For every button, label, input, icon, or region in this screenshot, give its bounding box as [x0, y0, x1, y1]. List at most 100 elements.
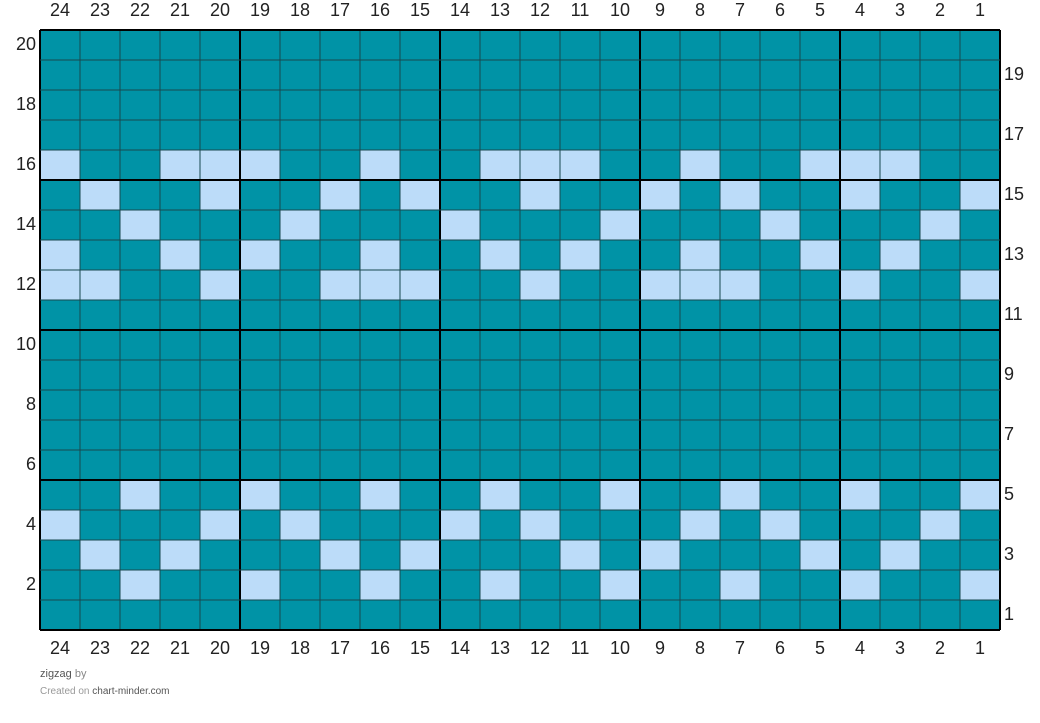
top-col-label: 12 — [530, 0, 550, 20]
cell-r17-c15 — [400, 120, 440, 150]
cell-r18-c21 — [160, 90, 200, 120]
right-row-label: 17 — [1004, 124, 1024, 144]
cell-r10-c20 — [200, 330, 240, 360]
cell-r20-c14 — [440, 30, 480, 60]
cell-r5-c22 — [120, 480, 160, 510]
cell-r19-c9 — [640, 60, 680, 90]
cell-r11-c2 — [920, 300, 960, 330]
cell-r9-c1 — [960, 360, 1000, 390]
cell-r9-c8 — [680, 360, 720, 390]
cell-r20-c4 — [840, 30, 880, 60]
cell-r17-c24 — [40, 120, 80, 150]
cell-r14-c24 — [40, 210, 80, 240]
cell-r3-c24 — [40, 540, 80, 570]
cell-r6-c13 — [480, 450, 520, 480]
cell-r19-c19 — [240, 60, 280, 90]
cell-r1-c9 — [640, 600, 680, 630]
cell-r10-c8 — [680, 330, 720, 360]
cell-r8-c23 — [80, 390, 120, 420]
left-row-label: 16 — [16, 154, 36, 174]
cell-r19-c4 — [840, 60, 880, 90]
cell-r12-c9 — [640, 270, 680, 300]
cell-r17-c1 — [960, 120, 1000, 150]
cell-r10-c3 — [880, 330, 920, 360]
cell-r13-c1 — [960, 240, 1000, 270]
cell-r12-c18 — [280, 270, 320, 300]
cell-r8-c13 — [480, 390, 520, 420]
cell-r17-c10 — [600, 120, 640, 150]
cell-r5-c3 — [880, 480, 920, 510]
cell-r14-c16 — [360, 210, 400, 240]
cell-r14-c11 — [560, 210, 600, 240]
cell-r15-c1 — [960, 180, 1000, 210]
cell-r8-c14 — [440, 390, 480, 420]
site-link[interactable]: chart-minder.com — [92, 686, 170, 697]
cell-r5-c5 — [800, 480, 840, 510]
cell-r16-c17 — [320, 150, 360, 180]
cell-r4-c8 — [680, 510, 720, 540]
cell-r16-c22 — [120, 150, 160, 180]
cell-r2-c15 — [400, 570, 440, 600]
cell-r13-c20 — [200, 240, 240, 270]
cell-r18-c1 — [960, 90, 1000, 120]
cell-r2-c11 — [560, 570, 600, 600]
cell-r12-c5 — [800, 270, 840, 300]
cell-r15-c24 — [40, 180, 80, 210]
cell-r3-c7 — [720, 540, 760, 570]
cell-r8-c12 — [520, 390, 560, 420]
cell-r11-c1 — [960, 300, 1000, 330]
cell-r14-c23 — [80, 210, 120, 240]
cell-r8-c6 — [760, 390, 800, 420]
cell-r20-c7 — [720, 30, 760, 60]
cell-r16-c1 — [960, 150, 1000, 180]
cell-r9-c24 — [40, 360, 80, 390]
cell-r10-c18 — [280, 330, 320, 360]
cell-r14-c5 — [800, 210, 840, 240]
cell-r4-c2 — [920, 510, 960, 540]
cell-r16-c18 — [280, 150, 320, 180]
cell-r2-c8 — [680, 570, 720, 600]
cell-r2-c5 — [800, 570, 840, 600]
cell-r10-c11 — [560, 330, 600, 360]
cell-r3-c1 — [960, 540, 1000, 570]
cell-r18-c13 — [480, 90, 520, 120]
cell-r9-c16 — [360, 360, 400, 390]
cell-r6-c12 — [520, 450, 560, 480]
cell-r4-c11 — [560, 510, 600, 540]
cell-r13-c23 — [80, 240, 120, 270]
cell-r1-c22 — [120, 600, 160, 630]
cell-r6-c9 — [640, 450, 680, 480]
cell-r3-c13 — [480, 540, 520, 570]
cell-r15-c22 — [120, 180, 160, 210]
cell-r12-c16 — [360, 270, 400, 300]
cell-r4-c4 — [840, 510, 880, 540]
cell-r4-c16 — [360, 510, 400, 540]
cell-r1-c2 — [920, 600, 960, 630]
cell-r20-c12 — [520, 30, 560, 60]
bottom-col-label: 18 — [290, 638, 310, 658]
cell-r12-c21 — [160, 270, 200, 300]
bottom-col-label: 16 — [370, 638, 390, 658]
cell-r20-c21 — [160, 30, 200, 60]
cell-r6-c16 — [360, 450, 400, 480]
cell-r7-c10 — [600, 420, 640, 450]
right-row-label: 1 — [1004, 604, 1014, 624]
cell-r17-c13 — [480, 120, 520, 150]
cell-r19-c3 — [880, 60, 920, 90]
cell-r8-c19 — [240, 390, 280, 420]
cell-r1-c16 — [360, 600, 400, 630]
cell-r11-c14 — [440, 300, 480, 330]
cell-r13-c4 — [840, 240, 880, 270]
cell-r14-c19 — [240, 210, 280, 240]
cell-r19-c22 — [120, 60, 160, 90]
cell-r7-c11 — [560, 420, 600, 450]
cell-r10-c23 — [80, 330, 120, 360]
cell-r15-c10 — [600, 180, 640, 210]
cell-r3-c15 — [400, 540, 440, 570]
cell-r10-c6 — [760, 330, 800, 360]
cell-r3-c10 — [600, 540, 640, 570]
cell-r20-c5 — [800, 30, 840, 60]
cell-r10-c12 — [520, 330, 560, 360]
cell-r4-c14 — [440, 510, 480, 540]
cell-r3-c19 — [240, 540, 280, 570]
